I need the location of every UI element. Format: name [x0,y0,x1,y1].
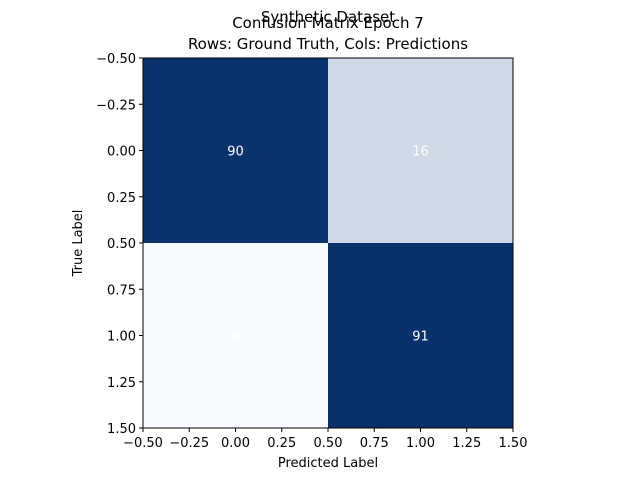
chart-title-line: Synthetic Dataset [261,8,395,26]
x-tick-label: 1.00 [406,436,435,451]
chart-title-line: Confusion Matrix Epoch 7 [232,14,424,32]
y-tick-label: 0.50 [107,237,136,252]
x-tick-label: 1.25 [452,436,481,451]
x-tick-label: 0.00 [221,436,250,451]
chart-title-line: Rows: Ground Truth, Cols: Predictions [188,35,468,53]
cell-value-label: 90 [227,145,244,160]
heatmap-cell [143,243,328,428]
cell-value-label: 6 [231,330,239,345]
y-tick-label: 0.00 [107,145,136,160]
heatmap-cell [143,58,328,243]
y-tick-label: 0.25 [107,191,136,206]
y-tick-label: 1.25 [107,376,136,391]
x-tick-label: 0.50 [314,436,343,451]
x-tick-label: 1.50 [499,436,528,451]
y-tick-label: −0.50 [96,52,136,67]
x-tick-label: −0.25 [169,436,209,451]
y-tick-label: 1.00 [107,330,136,345]
cell-annotations: 90 16 6 91 [227,145,429,345]
heatmap-cell [328,243,513,428]
x-tick-label: 0.75 [360,436,389,451]
x-axis-ticks: −0.50 −0.25 0.00 0.25 0.50 0.75 1.00 1.25 1.50 [123,428,527,451]
x-axis-label: Predicted Label [278,456,378,471]
cell-value-label: 16 [412,145,429,160]
x-tick-label: 0.25 [267,436,296,451]
y-tick-label: 0.75 [107,283,136,298]
y-axis-ticks: −0.50 −0.25 0.00 0.25 0.50 0.75 1.00 1.25 1.50 [96,52,143,437]
cell-value-label: 91 [412,330,429,345]
heatmap-cells [143,58,513,428]
x-tick-label: −0.50 [123,436,163,451]
y-tick-label: 1.50 [107,422,136,437]
y-axis-label: True Label [71,210,86,278]
y-tick-label: −0.25 [96,98,136,113]
heatmap-cell [328,58,513,243]
